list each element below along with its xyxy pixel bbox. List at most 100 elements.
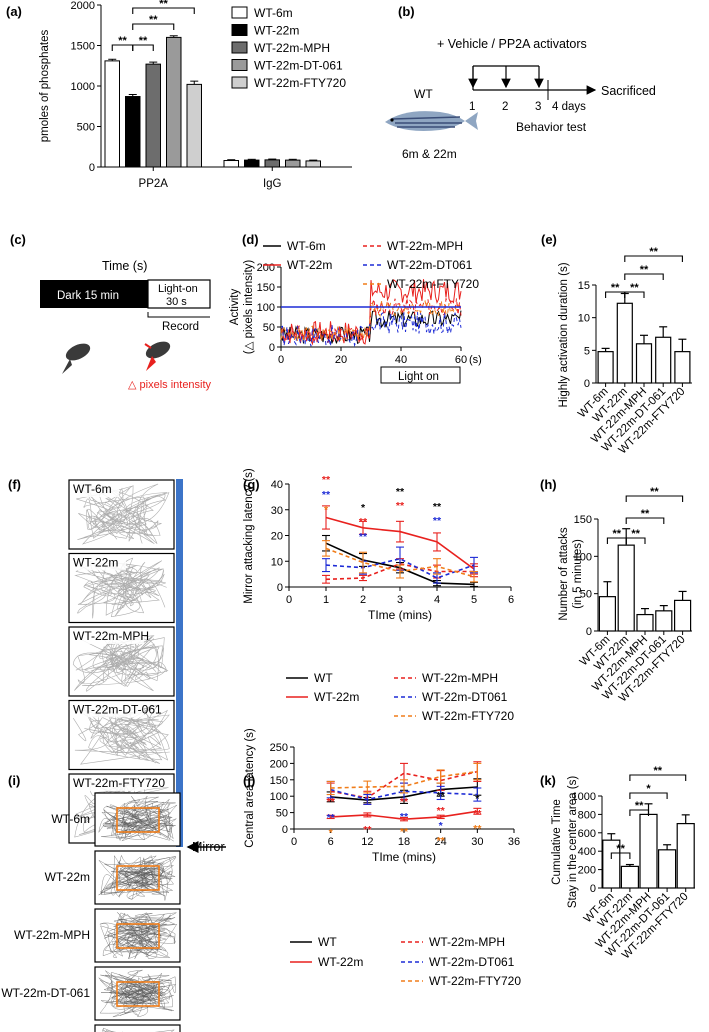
a-y-axis-label: pmoles of phosphates — [39, 29, 51, 142]
j-legend-label: WT-22m-FTY720 — [429, 974, 521, 988]
g-x-axis-label: TIme (mins) — [368, 608, 432, 622]
j-xtick-label: 12 — [361, 836, 373, 848]
j-ytick-label: 0 — [282, 824, 288, 836]
j-sig-star: ** — [327, 796, 336, 808]
h-bar — [636, 613, 654, 632]
k-sig-mark: * — [646, 783, 651, 795]
d-y-axis-label: Activity — [229, 289, 241, 326]
e-sig-bracket — [624, 273, 664, 280]
a-bar — [264, 159, 280, 168]
e-bar — [655, 336, 672, 384]
i-arena-label: WT-22m-DT-061 — [1, 986, 90, 1000]
dark-label: Dark 15 min — [57, 290, 119, 302]
legend-d: WT-6m WT-22m WT-22m-MPH WT-22m-DT061 WT-22m-… — [263, 239, 479, 291]
panel-label-c: (c) — [10, 232, 26, 247]
i-arena — [94, 1024, 181, 1032]
g-xtick-label: 4 — [434, 594, 440, 606]
light-period-box — [147, 279, 211, 309]
e-bar — [616, 302, 633, 384]
h-bar — [673, 599, 692, 632]
day-2: 2 — [502, 101, 508, 113]
a-bar — [285, 159, 301, 168]
j-xtick-label: 30 — [471, 836, 483, 848]
e-sig-bracket — [624, 255, 683, 262]
a-bar — [125, 96, 141, 168]
a-sig-mark: ** — [139, 35, 148, 47]
h-ytick-label: 50 — [580, 589, 592, 601]
f-label-bg — [70, 481, 119, 497]
mirror-bar — [176, 479, 183, 847]
h-bar — [598, 596, 617, 632]
a-legend-label: WT-6m — [254, 6, 293, 20]
g-xtick-label: 1 — [323, 594, 329, 606]
g-sig-star: ** — [433, 501, 442, 513]
treatment-label: + Vehicle / PP2A activators — [437, 37, 587, 51]
j-xtick-label: 18 — [398, 836, 410, 848]
panel-label-a: (a) — [6, 4, 22, 19]
k-ytick-label: 800 — [578, 809, 596, 821]
k-bar — [639, 813, 658, 889]
record-bracket — [147, 312, 210, 318]
a-ytick-label: 500 — [77, 122, 95, 134]
h-sig-mark: ** — [631, 528, 640, 540]
panel-label-g: (g) — [243, 477, 260, 492]
g-y-axis-label: Mirror attacking latency (s) — [243, 468, 255, 604]
chart-h: 0 50 100 150 Number of attacks (in 5 minutes)… — [558, 486, 692, 704]
e-sig-mark: ** — [649, 246, 658, 258]
d-xtick-label: 60 — [455, 354, 467, 366]
fish-active-icon — [144, 341, 171, 371]
f-track — [72, 704, 170, 765]
a-bar — [244, 159, 260, 168]
j-sig-star: ** — [400, 826, 409, 838]
j-legend-label: WT-22m-DT061 — [429, 955, 515, 969]
d-legend-label: WT-22m-DT061 — [387, 258, 473, 272]
j-sig-star: ** — [473, 823, 482, 835]
k-sig-bracket — [629, 792, 668, 799]
j-sig-star: ** — [437, 835, 446, 847]
d-ytick-label: 100 — [257, 302, 275, 314]
g-sig-star: ** — [359, 531, 368, 543]
h-sig-bracket — [625, 495, 684, 502]
k-bar — [620, 865, 640, 889]
j-ytick-label: 100 — [270, 791, 288, 803]
a-legend-swatch — [231, 76, 248, 89]
i-arena-label: WT-22m — [45, 870, 90, 884]
a-sig-bracket — [132, 44, 154, 51]
h-bar — [617, 544, 635, 632]
j-legend-label: WT-22m-MPH — [429, 935, 505, 949]
g-legend-label: WT-22m — [314, 690, 359, 704]
light-label-1: Light-on — [158, 283, 198, 295]
day-4: 4 days — [552, 101, 586, 113]
g-sig-star: ** — [433, 515, 442, 527]
h-ytick-label: 0 — [586, 626, 592, 638]
day-3: 3 — [535, 101, 541, 113]
a-legend-label: WT-22m-FTY720 — [254, 76, 346, 90]
panel-label-k: (k) — [540, 773, 556, 788]
j-ytick-label: 50 — [276, 808, 288, 820]
k-bar — [676, 822, 695, 889]
time-label: Time (s) — [102, 259, 147, 273]
g-legend-label: WT-22m-DT061 — [422, 690, 508, 704]
tracking-panel-i: WT-6mWT-22mWT-22m-MPHWT-22m-DT-061WT-22m… — [1, 792, 181, 1032]
j-xtick-label: 24 — [435, 836, 447, 848]
e-ytick-label: 10 — [578, 313, 590, 325]
i-center-area — [116, 981, 160, 1007]
j-sig-star: ** — [473, 808, 482, 820]
panel-label-e: (e) — [541, 232, 557, 247]
a-legend-swatch — [231, 59, 248, 71]
f-arena-label: WT-22m-DT-061 — [73, 703, 162, 717]
d-ytick-label: 0 — [269, 342, 275, 354]
k-sig-bracket — [629, 774, 687, 781]
chart-k: 0 200 400 600 800 1000 Cumulative Time Stay in … — [551, 765, 695, 961]
i-center-area — [116, 923, 160, 949]
a-bar — [305, 160, 321, 168]
h-sig-mark: ** — [650, 486, 659, 498]
g-ytick-label: 30 — [271, 505, 283, 517]
g-series-line — [325, 562, 474, 581]
i-arena-label: WT-22m-MPH — [14, 928, 90, 942]
a-legend-swatch — [231, 41, 248, 54]
tracking-panel-f: WT-6m WT-22m WT-22m-MPH WT-22m-DT-061 WT-22m… — [68, 479, 175, 844]
e-sig-mark: ** — [630, 282, 639, 294]
g-sig-star: * — [324, 504, 329, 516]
panel-label-h: (h) — [540, 477, 557, 492]
